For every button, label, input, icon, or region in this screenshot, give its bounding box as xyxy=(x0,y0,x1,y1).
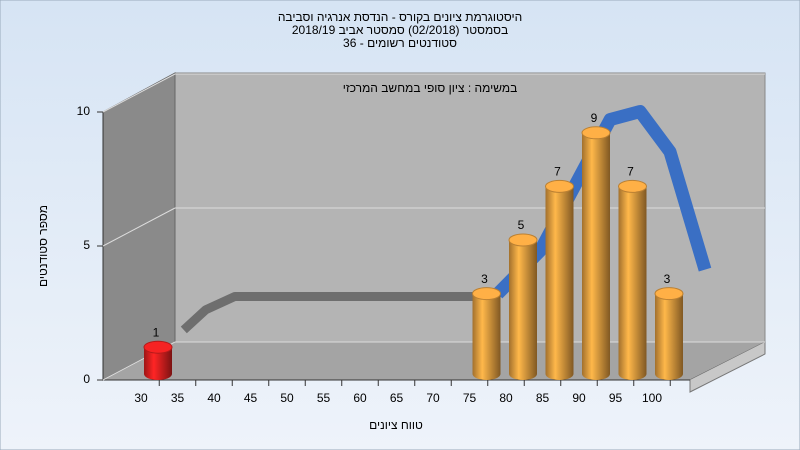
x-tick-label: 40 xyxy=(207,391,221,405)
bar xyxy=(545,179,574,380)
x-tick-label: 55 xyxy=(317,391,331,405)
x-tick-label: 30 xyxy=(134,391,148,405)
x-tick-label: 100 xyxy=(642,391,662,405)
bar-top xyxy=(508,233,538,247)
x-tick-label: 45 xyxy=(244,391,258,405)
x-tick-label: 65 xyxy=(390,391,404,405)
bar xyxy=(508,233,538,380)
y-tick-label: 5 xyxy=(83,238,90,252)
x-tick-label: 80 xyxy=(499,391,513,405)
y-tick-label: 10 xyxy=(77,104,91,118)
data-label: 7 xyxy=(554,165,561,179)
subtitle: במשימה : ציון סופי במחשב המרכזי xyxy=(343,81,518,95)
y-tick-label: 0 xyxy=(83,372,90,386)
x-tick-label: 75 xyxy=(463,391,477,405)
data-label: 9 xyxy=(591,111,598,125)
bar-body xyxy=(545,186,574,380)
bar-body xyxy=(144,347,172,380)
bar xyxy=(143,340,173,380)
bar-top xyxy=(472,287,501,301)
x-tick-label: 50 xyxy=(280,391,294,405)
bar-top xyxy=(581,126,611,140)
x-tick-label: 70 xyxy=(426,391,440,405)
x-tick-label: 90 xyxy=(572,391,586,405)
bar xyxy=(654,287,684,380)
bar-top xyxy=(143,340,173,354)
title-line: היסטוגרמת ציונים בקורס - הנדסת אנרגיה וס… xyxy=(278,10,522,24)
grid-line xyxy=(102,207,176,247)
grid-line xyxy=(102,73,176,113)
bar-body xyxy=(509,240,537,380)
bar-top xyxy=(545,179,574,193)
data-label: 5 xyxy=(518,218,525,232)
x-tick-label: 85 xyxy=(536,391,550,405)
bar-body xyxy=(582,132,610,380)
x-axis-label: טווח ציונים xyxy=(369,418,423,432)
data-label: 3 xyxy=(481,272,488,286)
title-line: סטודנטים רשומים - 36 xyxy=(343,36,457,50)
y-axis-label: מספר סטודנטים xyxy=(36,205,50,287)
bar-body xyxy=(472,293,501,380)
x-tick-label: 35 xyxy=(171,391,185,405)
title-line: בסמסטר (02/2018) סמסטר אביב 2018/19 xyxy=(292,23,508,37)
data-label: 7 xyxy=(627,165,634,179)
bar-body xyxy=(655,293,683,380)
bar-body xyxy=(618,186,647,380)
x-tick-label: 60 xyxy=(353,391,367,405)
bar-top xyxy=(654,287,684,301)
bar-top xyxy=(618,179,647,193)
bar xyxy=(581,126,611,380)
floor-edge xyxy=(689,342,766,393)
data-label: 3 xyxy=(664,272,671,286)
data-label: 1 xyxy=(153,325,160,339)
bar xyxy=(472,287,501,380)
bar xyxy=(618,179,647,380)
x-tick-label: 95 xyxy=(609,391,623,405)
